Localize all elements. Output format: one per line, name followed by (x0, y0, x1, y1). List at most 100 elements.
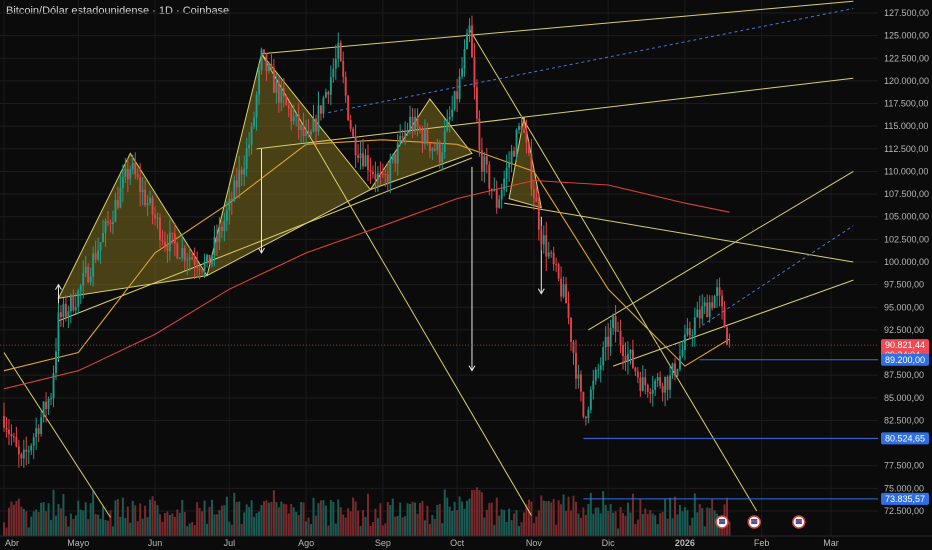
volume-bar (443, 489, 446, 536)
volume-bar (374, 508, 377, 536)
volume-bar (470, 490, 473, 536)
candle (166, 234, 169, 263)
candle (555, 257, 558, 273)
candle (297, 102, 300, 140)
candle (211, 254, 213, 268)
event-flag-icon[interactable] (715, 515, 729, 529)
volume-bar (626, 502, 629, 536)
event-flag-icon[interactable] (747, 515, 761, 529)
candle (488, 160, 491, 196)
candle (89, 267, 92, 286)
candle (654, 378, 657, 397)
y-tick-label: 100.000,00 (884, 257, 929, 267)
trend-line (58, 157, 473, 322)
y-tick-label: 87.500,00 (884, 370, 924, 380)
candle (523, 119, 525, 134)
volume-bar (52, 489, 55, 536)
volume-bar (589, 492, 592, 536)
candle (676, 368, 679, 379)
volume-bar (458, 496, 461, 536)
y-tick-label: 75.000,00 (884, 483, 924, 493)
volume-bar (35, 509, 38, 536)
candle (391, 153, 394, 164)
volume-bar (644, 508, 647, 536)
y-tick-label: 107.500,00 (884, 189, 929, 199)
candle (302, 112, 305, 143)
volume-bar (641, 513, 644, 536)
volume-bar (602, 491, 605, 536)
volume-bar (297, 514, 300, 536)
volume-bar (168, 514, 171, 536)
volume-bar (253, 516, 256, 536)
volume-bar (451, 510, 454, 536)
candle (193, 247, 196, 280)
candle (510, 144, 513, 173)
volume-bar (604, 504, 607, 536)
event-markers[interactable] (715, 515, 806, 529)
volume-bar (411, 501, 414, 536)
volume-bar (307, 517, 310, 536)
trend-line (588, 171, 854, 331)
candle (183, 245, 186, 271)
candle (230, 191, 233, 215)
volume-bar (79, 509, 82, 536)
x-tick-label: Sep (375, 538, 391, 548)
candle (686, 318, 689, 337)
volume-bar (129, 522, 132, 536)
candle (436, 138, 439, 155)
candle (577, 364, 580, 389)
candle (102, 219, 104, 243)
candle (156, 212, 159, 230)
candle (45, 392, 48, 423)
volume-bar (270, 501, 273, 536)
candle (84, 255, 87, 278)
volume-bar (119, 516, 122, 536)
candle (716, 279, 719, 308)
candle (475, 79, 478, 122)
candle (723, 300, 726, 328)
event-flag-icon[interactable] (792, 515, 806, 529)
volume-bar (609, 504, 612, 536)
candle (168, 219, 171, 261)
y-tick-label: 77.500,00 (884, 461, 924, 471)
candle (99, 242, 102, 264)
volume-bar (136, 521, 139, 536)
candle (562, 276, 565, 299)
candle (228, 186, 231, 225)
candle (617, 321, 620, 332)
volume-bar (453, 501, 456, 536)
price-level-badge-text: 89.200,00 (885, 355, 925, 365)
candle (463, 39, 466, 77)
volume-bar (7, 507, 10, 536)
volume-bar (238, 501, 241, 536)
volume-bar (312, 497, 315, 536)
candle (414, 108, 416, 135)
volume-bar (498, 515, 501, 536)
volume-bar (59, 508, 62, 536)
volume-bar (416, 513, 419, 536)
candle (693, 307, 696, 347)
volume-bar (446, 497, 449, 536)
axes: 127.500,00 125.000,00 122.500,00 120.000,00… (0, 8, 932, 548)
candle (508, 151, 511, 182)
candle (287, 101, 290, 118)
y-tick-label: 92.500,00 (884, 325, 924, 335)
chart-title: Bitcoin/Dólar estadounidense · 1D · Coin… (6, 5, 230, 17)
volume-bar (678, 504, 681, 536)
candle (344, 71, 347, 103)
candle (674, 358, 676, 381)
price-level-badge: 73.835,57 (881, 492, 929, 505)
volume-bar (275, 502, 278, 536)
volume-bar (121, 497, 124, 536)
volume-bar (456, 510, 459, 536)
candle (708, 295, 711, 323)
candle (679, 341, 681, 372)
candle (542, 225, 545, 254)
candle (263, 49, 265, 56)
candle (319, 104, 322, 121)
volume-bar (15, 500, 18, 536)
volume-bar (500, 509, 503, 536)
candle (381, 163, 384, 179)
candle (614, 304, 617, 343)
